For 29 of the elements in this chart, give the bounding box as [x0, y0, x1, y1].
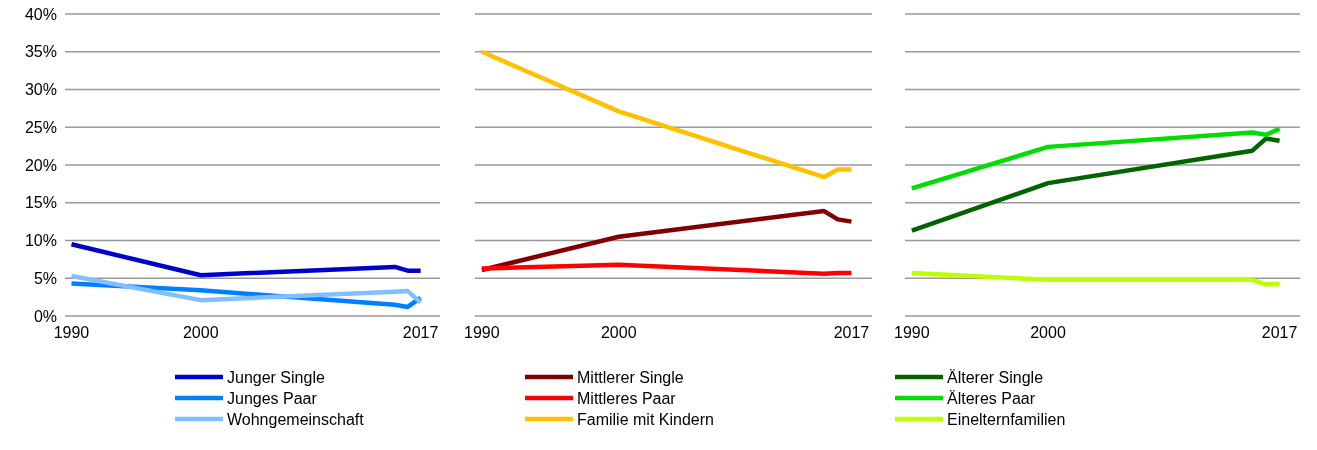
- x-tick-label: 2017: [1261, 324, 1298, 341]
- y-tick-label: 25%: [24, 118, 57, 136]
- y-tick-label: 10%: [24, 232, 57, 250]
- x-tick-label: 2017: [402, 324, 439, 341]
- legend-label: Junger Single: [227, 368, 325, 386]
- legend-label: Familie mit Kindern: [577, 410, 714, 428]
- y-tick-label: 30%: [24, 81, 57, 99]
- x-tick-label: 2017: [833, 324, 870, 341]
- legend-label: Einelternfamilien: [947, 410, 1066, 428]
- legend-label: Älterer Single: [947, 368, 1044, 386]
- y-tick-label: 15%: [24, 194, 57, 212]
- legend-label: Mittlerer Single: [577, 368, 684, 386]
- y-tick-label: 0%: [33, 307, 57, 325]
- y-tick-label: 5%: [33, 269, 57, 287]
- legend-label: Junges Paar: [227, 389, 318, 407]
- x-tick-label: 1990: [53, 324, 90, 341]
- legend-label: Älteres Paar: [947, 389, 1036, 407]
- y-tick-label: 20%: [24, 156, 57, 174]
- y-tick-label: 35%: [24, 43, 57, 61]
- x-tick-label: 2000: [182, 324, 219, 341]
- x-tick-label: 2000: [600, 324, 637, 341]
- line-series: [69, 242, 423, 278]
- line-series: [69, 273, 423, 305]
- y-tick-label: 40%: [24, 5, 57, 23]
- x-tick-label: 1990: [464, 324, 500, 341]
- x-tick-label: 2000: [1030, 324, 1066, 341]
- legend-label: Wohngemeinschaft: [227, 410, 365, 428]
- x-tick-label: 1990: [894, 324, 930, 341]
- legend-label: Mittleres Paar: [577, 389, 677, 407]
